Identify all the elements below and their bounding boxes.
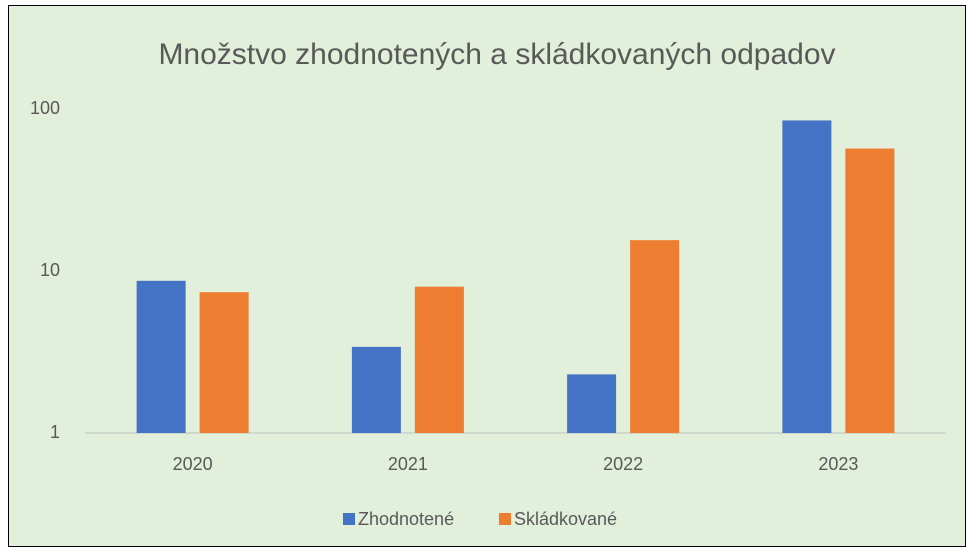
y-tick-label: 1 <box>50 422 60 442</box>
x-tick-label: 2021 <box>388 454 428 474</box>
legend-swatch <box>499 513 511 525</box>
bar <box>630 240 680 433</box>
bar <box>567 374 617 433</box>
legend-label: Zhodnotené <box>358 509 454 529</box>
bar <box>845 148 895 433</box>
x-tick-label: 2022 <box>603 454 643 474</box>
legend-label: Skládkované <box>514 509 617 529</box>
x-tick-label: 2023 <box>818 454 858 474</box>
bar <box>414 286 464 433</box>
chart-title: Množstvo zhodnotených a skládkovaných od… <box>158 38 835 71</box>
legend-swatch <box>343 513 355 525</box>
bar <box>199 292 249 433</box>
x-tick-label: 2020 <box>173 454 213 474</box>
y-tick-label: 100 <box>30 98 60 118</box>
bar <box>782 120 832 433</box>
y-tick-label: 10 <box>40 260 60 280</box>
bar <box>351 346 401 433</box>
bar <box>136 280 186 433</box>
